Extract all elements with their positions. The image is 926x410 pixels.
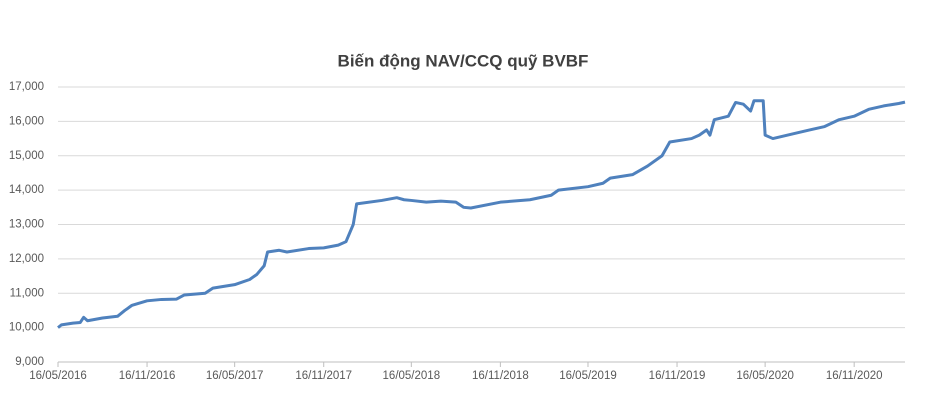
y-tick-label: 10,000 [9, 322, 44, 334]
y-tick-label: 9,000 [15, 356, 44, 368]
x-tick-label: 16/11/2020 [826, 370, 883, 382]
y-tick-label: 17,000 [9, 81, 44, 93]
y-tick-label: 12,000 [9, 253, 44, 265]
y-tick-label: 14,000 [9, 184, 44, 196]
nav-line [57, 99, 906, 329]
x-tick-label: 16/05/2020 [736, 370, 794, 382]
x-tick-label: 16/05/2017 [206, 370, 264, 382]
x-tick-label: 16/11/2019 [649, 370, 706, 382]
x-tick-label: 16/05/2019 [559, 370, 617, 382]
x-tick-label: 16/11/2017 [295, 370, 352, 382]
x-tick-label: 16/05/2016 [29, 370, 87, 382]
y-tick-label: 16,000 [9, 115, 44, 127]
y-tick-label: 13,000 [9, 219, 44, 231]
chart-title: Biến động NAV/CCQ quỹ BVBF [338, 51, 589, 70]
x-tick-label: 16/11/2018 [472, 370, 529, 382]
x-tick-label: 16/11/2016 [119, 370, 176, 382]
y-tick-label: 15,000 [9, 150, 44, 162]
y-tick-label: 11,000 [10, 287, 44, 299]
x-tick-label: 16/05/2018 [383, 370, 441, 382]
